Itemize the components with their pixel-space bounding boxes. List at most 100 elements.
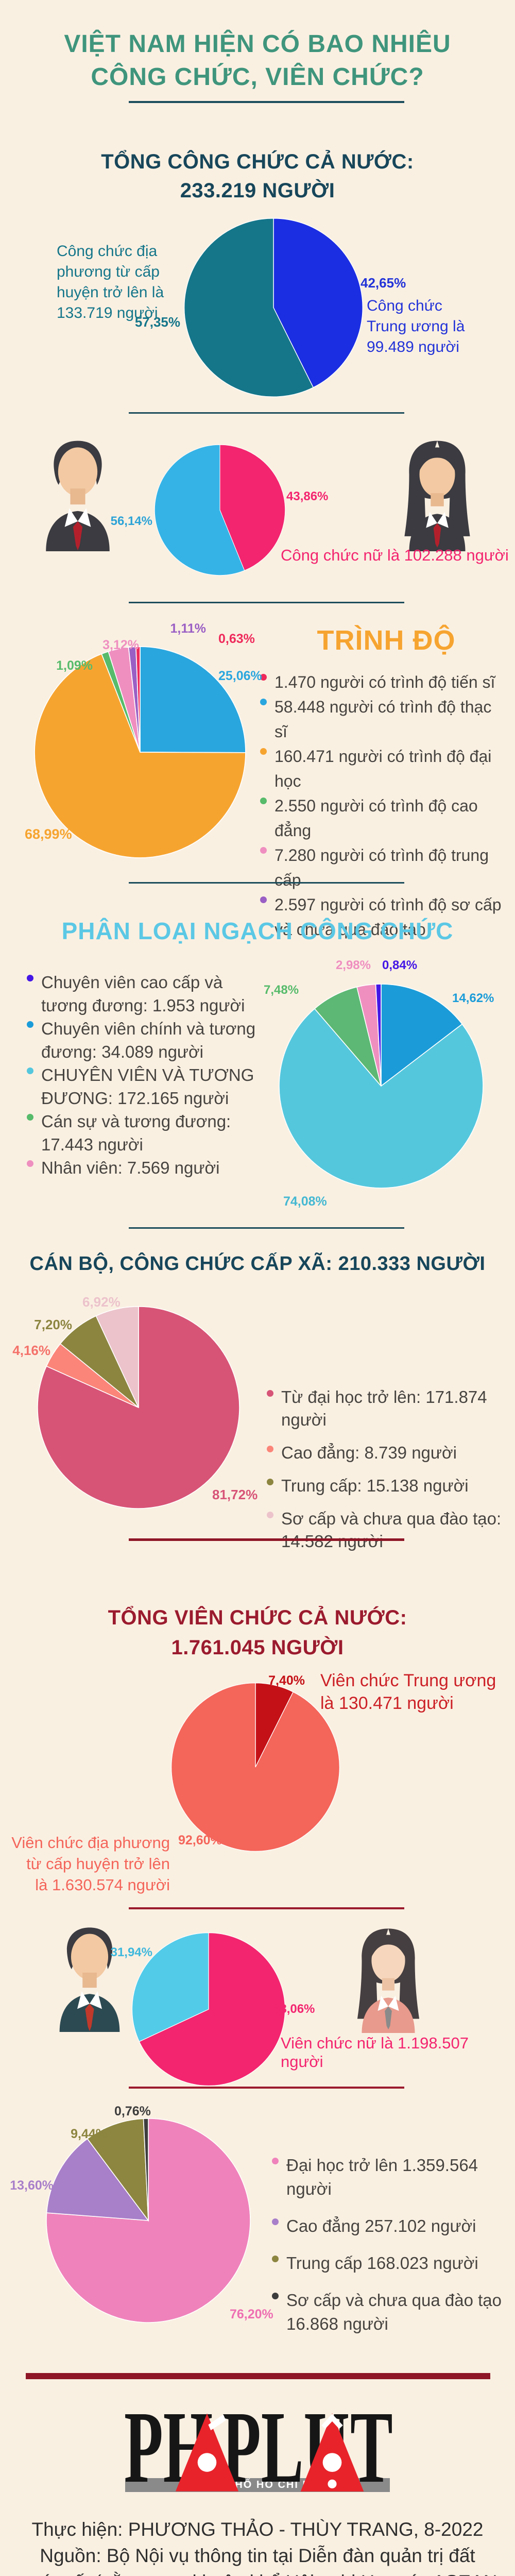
s8-legend: Đại học trở lên 1.359.564 người Cao đẳng…	[272, 2154, 511, 2349]
credit-line: Thực hiện: PHƯƠNG THẢO - THÙY TRANG, 8-2…	[31, 2519, 484, 2540]
legend-label: CHUYÊN VIÊN VÀ TƯƠNG ĐƯƠNG: 172.165 ngườ…	[41, 1065, 254, 1108]
s1-left-line1: Công chức địa	[57, 243, 158, 260]
bullet-icon	[260, 674, 267, 681]
s5-pct-socap: 6,92%	[82, 1294, 121, 1310]
bullet-icon	[260, 748, 267, 755]
legend-item: Cao đẳng 257.102 người	[272, 2214, 511, 2238]
s3-pct-trungcap: 3,12%	[102, 638, 139, 652]
s5-pct-trungcap: 7,20%	[34, 1317, 72, 1332]
pie-slice	[140, 646, 246, 753]
pie-slice	[381, 984, 463, 1087]
s3-pct-thacsi: 25,06%	[218, 669, 262, 683]
bullet-icon	[267, 1479, 273, 1485]
s4-pct-nhanvien: 2,98%	[335, 958, 371, 972]
legend-label: Trung cấp 168.023 người	[286, 2253, 478, 2273]
bullet-icon	[27, 1067, 33, 1074]
bullet-icon	[27, 975, 33, 981]
s8-pct-caodang: 13,60%	[10, 2178, 54, 2193]
s7-pct-female: 68,06%	[273, 2002, 315, 2016]
pie-slice	[375, 984, 382, 1087]
pie-slice	[139, 1932, 286, 2087]
s3-pct-tiensi: 0,63%	[218, 632, 255, 646]
s7-pct-male: 31,94%	[110, 1945, 152, 1959]
section-divider	[129, 2087, 404, 2089]
female-avatar-icon	[404, 440, 470, 551]
legend-label: Từ đại học trở lên: 171.874 người	[281, 1387, 487, 1429]
s4-pct-chinh: 14,62%	[452, 991, 494, 1005]
legend-label: 1.470 người có trình độ tiến sĩ	[274, 673, 495, 691]
legend-item: 2.550 người có trình độ cao đẳng	[260, 793, 507, 843]
legend-label: Sơ cấp và chưa qua đào tạo: 14.582 người	[281, 1509, 502, 1551]
legend-item: Nhân viên: 7.569 người	[27, 1156, 273, 1179]
legend-label: Chuyên viên chính và tương đương: 34.089…	[41, 1019, 256, 1061]
s1-left-line3: huyện trở lên là	[57, 284, 164, 301]
s6-left-line2: từ cấp huyện trở lên	[26, 1855, 170, 1873]
pie-vien-chuc-gender	[131, 1932, 286, 2087]
legend-item: Chuyên viên cao cấp và tương đương: 1.95…	[27, 971, 273, 1017]
legend-item: Trung cấp: 15.138 người	[267, 1475, 514, 1497]
legend-label: 160.471 người có trình độ đại học	[274, 747, 492, 790]
bullet-icon	[267, 1446, 273, 1452]
legend-label: 2.597 người có trình độ sơ cấp và chưa q…	[274, 895, 502, 939]
bullet-icon	[272, 2218, 279, 2225]
s5-title: CÁN BỘ, CÔNG CHỨC CẤP XÃ: 210.333 NGƯỜI	[29, 1253, 486, 1275]
pie-cap-xa	[37, 1306, 240, 1509]
legend-label: Đại học trở lên 1.359.564 người	[286, 2156, 478, 2198]
pie-slice	[95, 1306, 139, 1408]
s3-pct-daihoc: 68,99%	[25, 826, 72, 842]
pie-slice	[135, 646, 141, 753]
s4-legend: Chuyên viên cao cấp và tương đương: 1.95…	[27, 971, 273, 1179]
s8-pct-socap: 0,76%	[114, 2104, 151, 2119]
legend-item: Sơ cấp và chưa qua đào tạo: 14.582 người	[267, 1507, 514, 1553]
bullet-icon	[260, 847, 267, 854]
pie-slice	[34, 653, 246, 858]
s6-right-line2: là 130.471 người	[320, 1693, 454, 1713]
s1-left-line2: phương từ cấp	[57, 263, 160, 280]
s5-pct-caodang: 4,16%	[12, 1343, 50, 1358]
legend-item: Từ đại học trở lên: 171.874 người	[267, 1386, 514, 1431]
pie-slice	[46, 2138, 149, 2221]
s2-pct-female: 43,86%	[286, 489, 329, 503]
bullet-icon	[27, 1021, 33, 1028]
legend-label: Trung cấp: 15.138 người	[281, 1476, 469, 1495]
bullet-icon	[27, 1160, 33, 1167]
pie-trinh-do	[34, 646, 246, 858]
section-divider	[129, 1538, 404, 1541]
s5-pct-daihoc: 81,72%	[212, 1487, 258, 1502]
pie-slice	[279, 1008, 484, 1189]
legend-item: 58.448 người có trình độ thạc sĩ	[260, 694, 507, 744]
pie-ngach-cong-chuc	[279, 984, 484, 1189]
female-avatar-icon	[357, 1928, 420, 2033]
s1-right-line1: Công chức	[367, 297, 442, 314]
s2-caption: Công chức nữ là 102.288 người	[281, 546, 509, 564]
bullet-icon	[272, 2293, 279, 2299]
legend-item: Đại học trở lên 1.359.564 người	[272, 2154, 511, 2201]
s6-heading-line2: 1.761.045 NGƯỜI	[171, 1636, 344, 1659]
s1-right-line2: Trung ương là	[367, 318, 465, 335]
bullet-icon	[260, 896, 267, 903]
s6-heading-line1: TỔNG VIÊN CHỨC CẢ NƯỚC:	[108, 1606, 407, 1629]
s6-pct-local: 92,60%	[178, 1833, 222, 1848]
pie-slice	[46, 2118, 251, 2323]
legend-label: 7.280 người có trình độ trung cấp	[274, 846, 489, 889]
pie-slice	[87, 2118, 149, 2222]
credits-block: Thực hiện: PHƯƠNG THẢO - THÙY TRANG, 8-2…	[0, 2516, 515, 2576]
page-title-line2: CÔNG CHỨC, VIÊN CHỨC?	[91, 63, 424, 91]
section-divider	[129, 1907, 404, 1909]
section-divider	[129, 412, 404, 414]
legend-item: 160.471 người có trình độ đại học	[260, 744, 507, 793]
credit-line: Nguồn: Bộ Nội vụ thông tin tại Diễn đàn …	[40, 2545, 475, 2566]
s1-left-line4: 133.719 người	[57, 304, 158, 321]
legend-item: Cán sự và tương đương: 17.443 người	[27, 1110, 273, 1156]
pie-slice	[184, 218, 314, 397]
legend-label: Cao đẳng 257.102 người	[286, 2216, 476, 2235]
s1-right-label: Công chức Trung ương là 99.489 người	[367, 296, 465, 358]
legend-item: Chuyên viên chính và tương đương: 34.089…	[27, 1017, 273, 1063]
section-divider	[129, 602, 404, 603]
legend-item: CHUYÊN VIÊN VÀ TƯƠNG ĐƯƠNG: 172.165 ngườ…	[27, 1063, 273, 1110]
s6-left-label: Viên chức địa phương từ cấp huyện trở lê…	[9, 1832, 170, 1895]
s1-heading-line2: 233.219 NGƯỜI	[180, 179, 335, 202]
legend-label: Chuyên viên cao cấp và tương đương: 1.95…	[41, 973, 245, 1015]
bullet-icon	[267, 1390, 273, 1397]
